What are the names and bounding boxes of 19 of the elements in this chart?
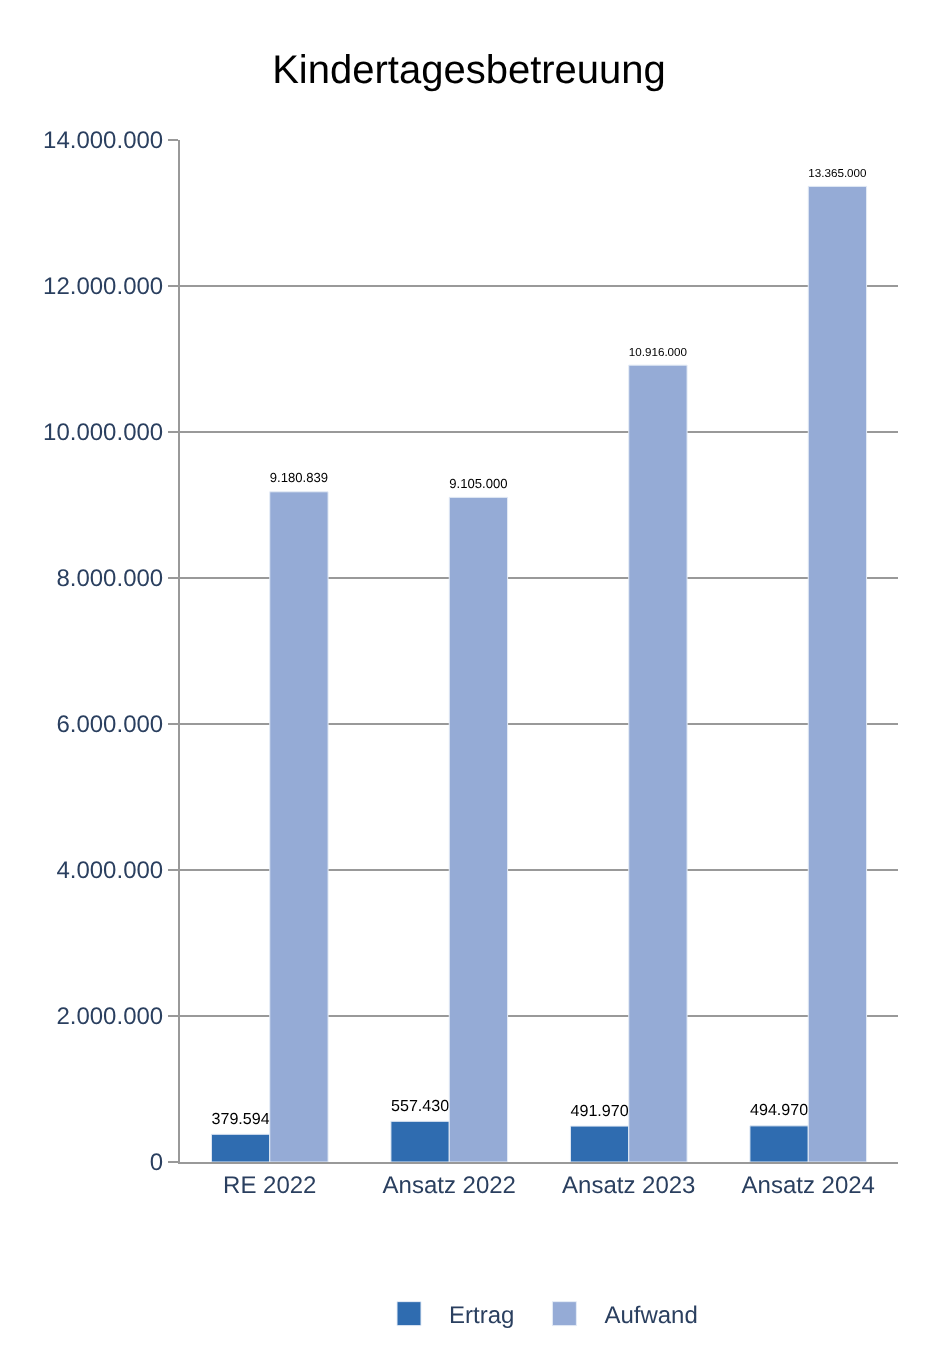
x-tick-label: Ansatz 2024 xyxy=(741,1170,876,1199)
data-label: 557.430 xyxy=(391,1096,451,1115)
y-tick-label: 4.000.000 xyxy=(56,856,164,885)
y-tick-label: 6.000.000 xyxy=(56,710,164,739)
legend-label: Aufwand xyxy=(604,1301,698,1329)
data-label: 491.970 xyxy=(570,1101,630,1120)
chart-title: Kindertagesbetreuung xyxy=(272,48,666,93)
y-tick-label: 10.000.000 xyxy=(43,418,164,447)
x-tick-label: Ansatz 2022 xyxy=(382,1170,517,1199)
y-tick-label: 8.000.000 xyxy=(56,564,164,593)
data-label: 379.594 xyxy=(211,1109,271,1128)
legend-label: Ertrag xyxy=(449,1301,515,1329)
y-tick-label: 2.000.000 xyxy=(56,1002,164,1031)
y-tick-label: 12.000.000 xyxy=(43,272,164,301)
x-tick-label: RE 2022 xyxy=(223,1170,318,1199)
x-tick-label: Ansatz 2023 xyxy=(562,1170,697,1199)
y-tick-label: 0 xyxy=(149,1148,164,1177)
data-label: 494.970 xyxy=(750,1101,810,1120)
y-tick-label: 14.000.000 xyxy=(43,126,164,155)
